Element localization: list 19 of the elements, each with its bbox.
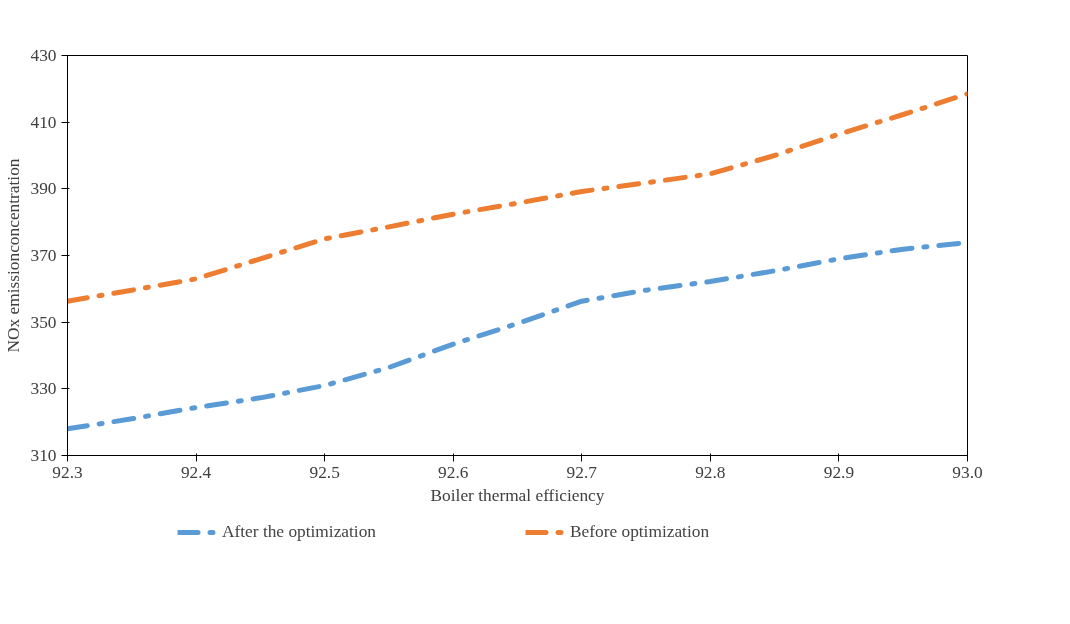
y-tick-label: 350 — [30, 312, 57, 332]
x-tick-label: 92.6 — [438, 462, 469, 482]
x-axis-title: Boiler thermal efficiency — [430, 485, 605, 505]
y-axis-title: NOx emissionconcentration — [3, 158, 23, 353]
y-tick-label: 310 — [30, 446, 57, 465]
x-tick-label: 92.4 — [180, 462, 212, 482]
y-tick-label: 330 — [30, 379, 57, 399]
x-tick-label: 92.5 — [309, 462, 340, 482]
x-tick-label: 92.9 — [823, 462, 855, 482]
y-tick-label: 370 — [30, 246, 57, 265]
x-tick-label: 92.3 — [52, 462, 83, 482]
y-tick-label: 430 — [30, 46, 57, 65]
y-tick-label: 410 — [30, 112, 57, 132]
x-tick-label: 92.7 — [566, 462, 598, 482]
legend-label: Before optimization — [570, 522, 711, 542]
x-tick-label: 93.0 — [952, 462, 983, 482]
y-tick-label: 390 — [30, 179, 57, 199]
legend-label: After the optimization — [222, 522, 377, 542]
x-tick-label: 92.8 — [695, 462, 726, 482]
